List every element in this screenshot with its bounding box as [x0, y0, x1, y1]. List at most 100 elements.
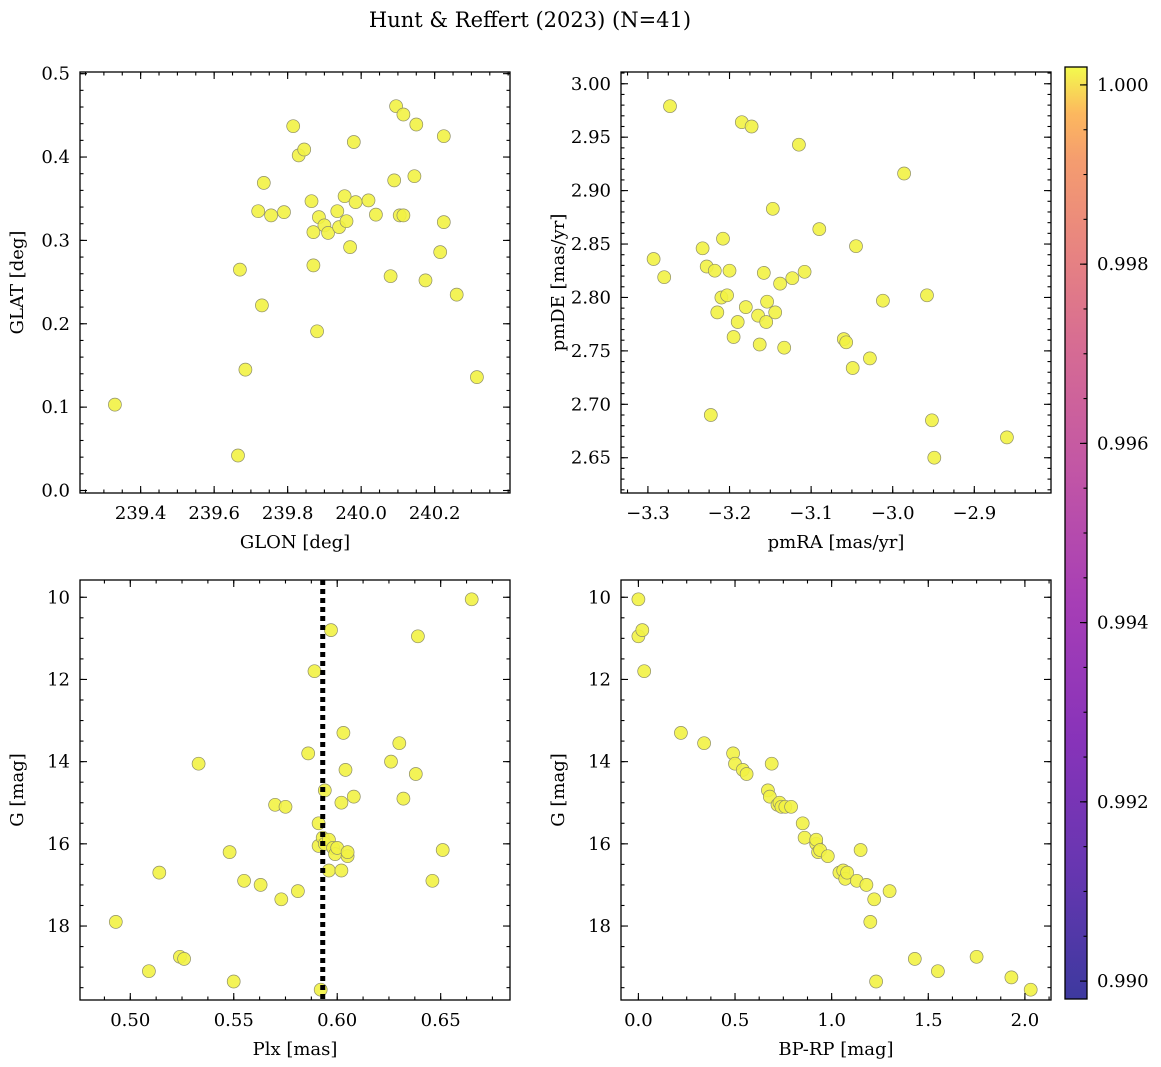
data-point [253, 878, 268, 892]
y-tick-label: 18 [588, 916, 611, 937]
data-point [927, 450, 942, 465]
figure-title: Hunt & Reffert (2023) (N=41) [369, 8, 691, 32]
data-point [307, 664, 322, 679]
data-point [812, 222, 827, 236]
data-point [233, 262, 247, 277]
data-point [286, 119, 301, 134]
data-point [425, 873, 440, 888]
y-tick-label: 2.70 [571, 394, 611, 415]
y-axis-label: GLAT [deg] [7, 231, 28, 335]
data-point [969, 949, 984, 964]
y-tick-label: 10 [47, 587, 70, 608]
data-point [152, 865, 167, 880]
data-point [387, 173, 402, 188]
ticks [621, 72, 1051, 493]
data-point [907, 952, 922, 966]
y-axis-label: pmDE [mas/yr] [548, 214, 569, 352]
colorbar-tick-label: 1.000 [1097, 75, 1149, 96]
data-point [1000, 430, 1014, 445]
y-axis-label: G [mag] [7, 753, 28, 826]
y-tick-label: 12 [588, 669, 611, 690]
data-point [408, 767, 423, 781]
y-tick-label: 2.95 [571, 127, 611, 148]
data-point [336, 726, 351, 740]
x-tick-label: 239.6 [188, 503, 240, 524]
y-tick-label: 0.5 [41, 64, 70, 85]
data-point [384, 754, 398, 769]
x-tick-label: −3.1 [789, 503, 833, 524]
data-point [264, 208, 278, 223]
y-tick-label: 2.90 [571, 181, 611, 202]
data-point [306, 225, 321, 239]
data-point [869, 974, 883, 989]
y-tick-label: 16 [47, 834, 70, 855]
y-tick-label: 2.75 [571, 341, 611, 362]
data-point [797, 264, 812, 279]
data-point [853, 843, 868, 857]
data-point [238, 362, 253, 377]
data-point [637, 664, 652, 679]
x-tick-label: 0.0 [624, 1010, 653, 1031]
y-tick-label: 14 [588, 752, 611, 773]
data-point [931, 964, 945, 979]
data-point [177, 952, 191, 966]
x-tick-label: 0.50 [110, 1010, 150, 1031]
panel-glon-glat: 239.4 239.6 239.8 240.0 240.2 0.0 0.1 0.2 0.3 0.4… [7, 64, 511, 553]
data-point [1023, 982, 1038, 997]
data-point [722, 263, 737, 278]
data-point [297, 142, 312, 157]
axes-frame [79, 71, 511, 494]
colorbar-gradient [1065, 67, 1087, 999]
axes-frame [620, 71, 1052, 494]
axes-frame [620, 579, 1052, 1001]
y-axis-label: G [mag] [548, 753, 569, 826]
data-point [795, 816, 810, 831]
y-tick-label: 12 [47, 669, 70, 690]
data-point [449, 287, 464, 302]
data-point [255, 298, 269, 313]
data-point [361, 193, 376, 208]
data-point [191, 756, 206, 771]
x-tick-label: 239.8 [262, 503, 314, 524]
data-point [710, 305, 725, 320]
data-point [226, 974, 241, 989]
data-point [256, 176, 271, 190]
data-point [773, 276, 787, 291]
data-point [301, 746, 316, 761]
y-tick-label: 2.80 [571, 287, 611, 308]
y-tick-label: 16 [588, 834, 611, 855]
x-tick-label: −2.9 [952, 503, 996, 524]
x-tick-label: −3.2 [708, 503, 752, 524]
colorbar-tick-label: 0.998 [1097, 254, 1149, 275]
data-point [310, 324, 324, 339]
data-point [784, 799, 798, 814]
x-tick-label: −3.0 [871, 503, 915, 524]
data-point [820, 849, 835, 864]
data-point [697, 736, 711, 751]
data-point [777, 340, 792, 355]
data-point [759, 315, 774, 329]
data-point [237, 873, 251, 888]
data-point [920, 288, 934, 303]
data-point [739, 767, 754, 781]
points [631, 592, 1038, 997]
data-point [411, 629, 425, 644]
ticks [621, 580, 1051, 1000]
data-point [785, 271, 800, 286]
data-point [863, 915, 878, 929]
data-point [797, 830, 812, 845]
data-point [859, 878, 874, 892]
data-point [396, 208, 411, 223]
data-point [845, 361, 860, 375]
x-tick-label: 0.65 [421, 1010, 461, 1031]
data-point [897, 166, 911, 181]
x-axis-label: BP-RP [mag] [778, 1039, 893, 1060]
data-point [274, 892, 289, 907]
data-point [291, 884, 305, 898]
data-point [278, 799, 293, 814]
panel-bprp-g: 0.0 0.5 1.0 1.5 2.0 10 12 14 16 18 BP-RP [mag] G [m… [548, 579, 1052, 1060]
data-point [752, 337, 767, 352]
y-tick-label: 2.85 [571, 234, 611, 255]
data-point [330, 204, 345, 219]
